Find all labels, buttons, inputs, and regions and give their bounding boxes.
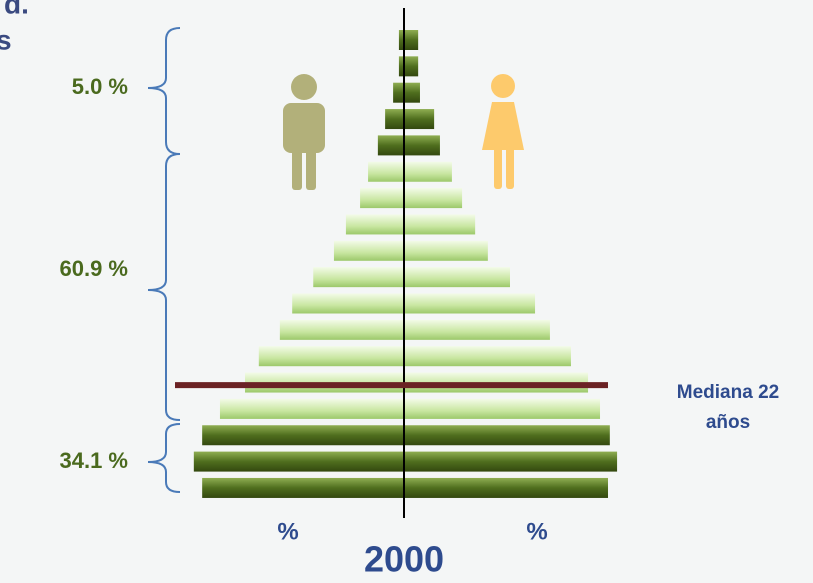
axis-label: % xyxy=(526,518,547,545)
bar xyxy=(404,267,510,288)
bar xyxy=(398,56,404,77)
bar xyxy=(333,240,404,261)
bar xyxy=(258,346,404,367)
bar xyxy=(404,109,435,130)
bar xyxy=(404,214,476,235)
chart-title: 2000 xyxy=(364,539,444,580)
median-label: años xyxy=(706,412,750,433)
bar xyxy=(404,135,440,156)
bar xyxy=(404,30,419,50)
bar xyxy=(404,319,550,340)
bar xyxy=(404,346,571,367)
median-label: Mediana 22 xyxy=(677,382,779,403)
braces xyxy=(147,27,181,493)
man-icon xyxy=(283,74,325,190)
bar xyxy=(404,425,610,446)
bar xyxy=(404,56,419,77)
bar xyxy=(377,135,404,156)
bar xyxy=(404,398,601,419)
bar xyxy=(292,293,404,314)
bar xyxy=(202,477,404,498)
bar xyxy=(404,293,536,314)
woman-icon xyxy=(482,74,524,189)
bar xyxy=(404,477,609,498)
group-label: 5.0 % xyxy=(72,74,128,99)
bar xyxy=(345,214,404,235)
bar xyxy=(404,161,452,182)
bar xyxy=(393,82,404,103)
bar xyxy=(385,109,404,130)
bar xyxy=(313,267,404,288)
bar xyxy=(404,188,463,209)
bar xyxy=(202,425,404,446)
bar xyxy=(219,398,404,419)
bar xyxy=(404,451,618,472)
bar xyxy=(193,451,404,472)
bar xyxy=(279,319,404,340)
corner-text: s xyxy=(0,24,12,55)
bar xyxy=(360,188,404,209)
bar xyxy=(368,161,404,182)
bar xyxy=(404,240,488,261)
bar xyxy=(398,30,404,50)
group-label: 34.1 % xyxy=(60,448,129,473)
group-label: 60.9 % xyxy=(60,256,129,281)
axis-label: % xyxy=(277,518,298,545)
corner-text: d. xyxy=(4,0,29,19)
bar xyxy=(404,82,420,103)
